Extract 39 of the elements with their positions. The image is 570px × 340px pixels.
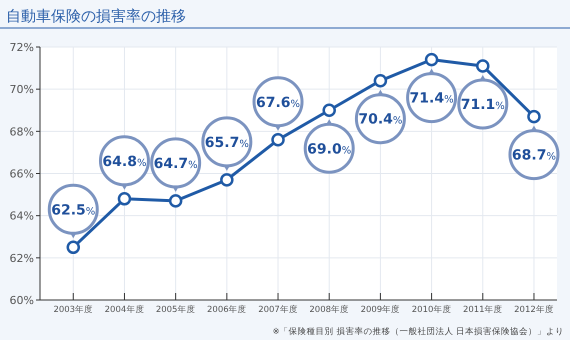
data-label: 71.4% xyxy=(410,90,454,107)
data-label: 71.1% xyxy=(460,96,505,113)
x-tick-label: 2009年度 xyxy=(360,304,400,315)
x-tick-label: 2006年度 xyxy=(207,304,247,315)
y-tick-label: 62% xyxy=(10,252,34,265)
point xyxy=(66,240,80,254)
point xyxy=(527,110,541,124)
point xyxy=(476,59,490,73)
x-tick-label: 2005年度 xyxy=(156,304,196,315)
data-label: 64.8% xyxy=(102,154,146,170)
data-label: 68.7% xyxy=(512,148,556,164)
data-label: 65.7% xyxy=(204,134,249,151)
point xyxy=(424,52,438,66)
point xyxy=(118,192,132,206)
x-tick-label: 2008年度 xyxy=(309,304,350,315)
data-label: 62.5% xyxy=(51,202,96,218)
y-tick-label: 72% xyxy=(10,41,34,54)
x-tick-label: 2003年度 xyxy=(53,304,94,315)
data-label: 64.7% xyxy=(154,156,198,172)
point xyxy=(168,194,182,208)
x-tick-label: 2007年度 xyxy=(258,304,298,315)
text: ※「保険種目別 損害率の推移（一般社団法人 日本損害保険協会）」より xyxy=(272,326,564,337)
x-tick-label: 2010年度 xyxy=(412,304,452,315)
data-label: 70.4% xyxy=(358,112,402,128)
x-tick-label: 2011年度 xyxy=(462,304,503,315)
point xyxy=(322,104,336,117)
x-tick-label: 2004年度 xyxy=(104,304,144,315)
y-tick-label: 68% xyxy=(10,125,34,138)
point xyxy=(374,74,388,88)
point xyxy=(220,173,234,187)
y-tick-label: 60% xyxy=(10,294,34,307)
x-tick-label: 2012年度 xyxy=(514,304,554,315)
y-tick-label: 70% xyxy=(10,83,34,96)
y-tick-label: 66% xyxy=(10,168,34,180)
data-label: 67.6% xyxy=(256,94,300,111)
chart-title: 自動車保険の損害率の推移 xyxy=(6,7,186,25)
data-label: 69.0% xyxy=(307,141,352,158)
y-tick-label: 64% xyxy=(10,210,34,223)
point xyxy=(271,133,285,147)
